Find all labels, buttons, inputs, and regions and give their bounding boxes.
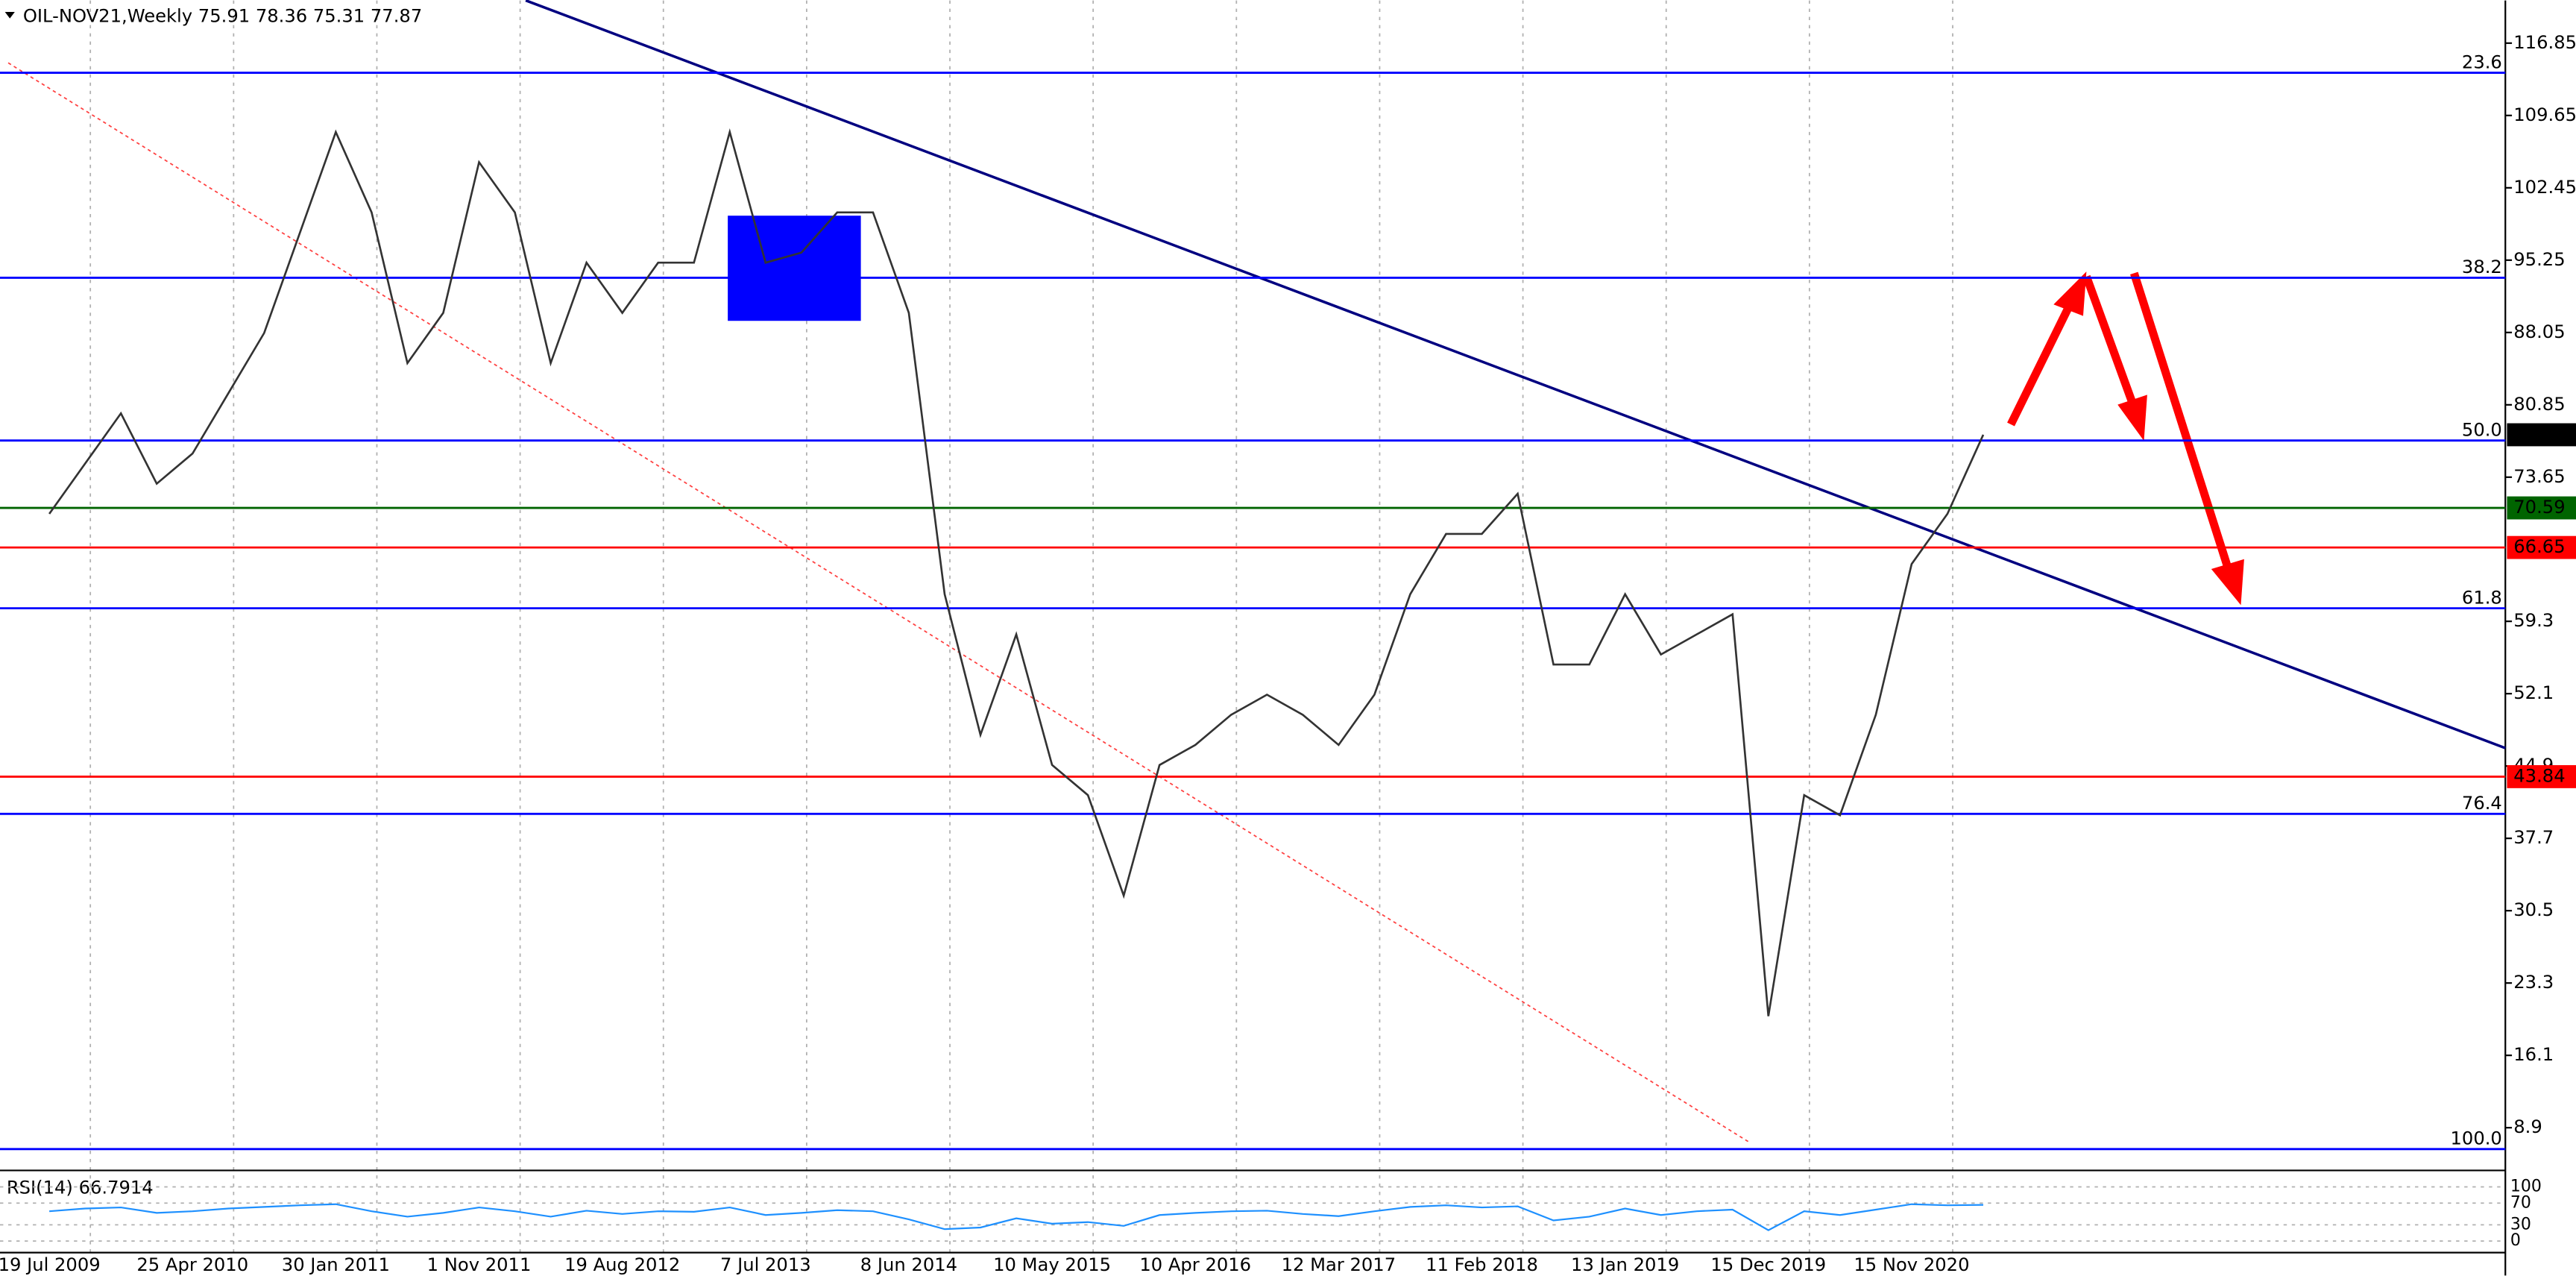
rsi-line <box>49 1203 1984 1231</box>
arrow-head <box>2053 271 2087 316</box>
x-tick-label: 15 Nov 2020 <box>1854 1254 1969 1275</box>
price-label-box <box>2507 496 2576 520</box>
price-label-box <box>2507 535 2576 559</box>
fib-level-label: 76.4 <box>2462 793 2502 814</box>
rsi-tick-label: 70 <box>2510 1193 2531 1212</box>
rsi-label: RSI(14) 66.7914 <box>7 1178 154 1198</box>
y-tick-label: 102.45 <box>2513 177 2576 198</box>
x-tick-label: 11 Feb 2018 <box>1426 1254 1538 1275</box>
price-label: 43.84 <box>2513 765 2565 786</box>
fib-level-label: 38.2 <box>2462 257 2502 277</box>
fib-level-label: 23.6 <box>2462 51 2502 72</box>
fib-level-label: 100.0 <box>2451 1128 2502 1149</box>
x-tick-label: 8 Jun 2014 <box>860 1254 957 1275</box>
rsi-tick-label: 30 <box>2510 1215 2531 1233</box>
chart-title: OIL-NOV21,Weekly 75.91 78.36 75.31 77.87 <box>23 6 422 27</box>
x-tick-label: 30 Jan 2011 <box>282 1254 390 1275</box>
arrow <box>2007 302 2074 427</box>
y-tick-label: 88.05 <box>2513 321 2565 342</box>
y-tick-label: 52.1 <box>2513 682 2554 703</box>
y-tick-label: 95.25 <box>2513 249 2565 270</box>
rsi-tick-label: 100 <box>2510 1177 2542 1195</box>
x-tick-label: 7 Jul 2013 <box>720 1254 811 1275</box>
y-tick-label: 23.3 <box>2513 972 2554 993</box>
trendline <box>525 0 2506 749</box>
arrow-head <box>2211 559 2244 606</box>
fib-level-label: 61.8 <box>2462 587 2502 608</box>
x-tick-label: 10 Apr 2016 <box>1139 1254 1251 1275</box>
arrows <box>2007 271 2244 606</box>
price-label-box <box>2507 423 2576 447</box>
y-tick-label: 59.3 <box>2513 610 2554 631</box>
price-label: 70.59 <box>2513 497 2565 518</box>
y-tick-label: 73.65 <box>2513 466 2565 487</box>
y-tick-label: 37.7 <box>2513 827 2554 848</box>
x-tick-label: 19 Aug 2012 <box>564 1254 680 1275</box>
fib-level-label: 50.0 <box>2462 419 2502 440</box>
x-tick-label: 1 Nov 2011 <box>427 1254 532 1275</box>
x-tick-label: 12 Mar 2017 <box>1282 1254 1396 1275</box>
arrow-head <box>2117 395 2147 441</box>
y-tick-label: 116.85 <box>2513 32 2576 53</box>
y-tick-label: 30.5 <box>2513 899 2554 920</box>
x-tick-label: 19 Jul 2009 <box>0 1254 101 1275</box>
price-label-box <box>2507 764 2576 788</box>
arrow <box>2082 274 2137 405</box>
x-tick-label: 25 Apr 2010 <box>136 1254 248 1275</box>
rsi-tick-label: 0 <box>2510 1231 2521 1250</box>
grid <box>89 0 1953 1253</box>
y-tick-label: 16.1 <box>2513 1044 2554 1065</box>
menu-icon[interactable] <box>4 11 15 19</box>
y-tick-label: 8.9 <box>2513 1116 2542 1137</box>
y-tick-label: 109.65 <box>2513 104 2576 125</box>
price-line-series <box>48 128 1985 1016</box>
x-tick-label: 10 May 2015 <box>993 1254 1111 1275</box>
price-label: 77.87 <box>2513 424 2565 444</box>
price-label: 66.65 <box>2513 536 2565 557</box>
highlight-box <box>728 216 861 321</box>
y-tick-label: 80.85 <box>2513 394 2565 415</box>
arrow <box>2130 271 2232 569</box>
x-tick-label: 15 Dec 2019 <box>1710 1254 1826 1275</box>
x-tick-label: 13 Jan 2019 <box>1571 1254 1679 1275</box>
